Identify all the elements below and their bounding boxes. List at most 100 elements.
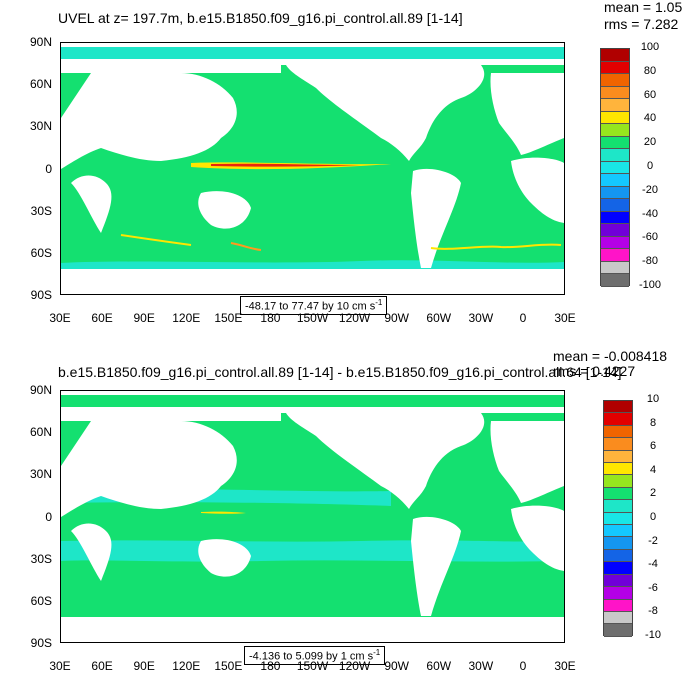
map-title: b.e15.B1850.f09_g16.pi_control.all.89 [1… [58,364,622,380]
map-plot-area [60,390,565,643]
colorbar-swatch [601,99,629,112]
africa-east-landmass [71,175,112,233]
colorbar-swatch [604,487,632,501]
africa-east-landmass [71,523,112,581]
colorbar-swatch [601,61,629,75]
colorbar-tick-label: -4 [648,558,658,571]
latitude-tick-label: 90N [29,383,52,397]
equatorial-jet-core [211,163,361,167]
colorbar-tick-label: 4 [649,463,657,476]
colorbar-swatch [601,49,629,62]
colorbar-swatch [604,599,632,612]
longitude-tick-label: 120W [338,311,371,325]
colorbar-swatch [604,512,632,526]
africa-landmass [511,505,564,571]
antarctica [61,617,564,642]
colorbar-swatch [601,124,629,137]
longitude-tick-label: 120W [338,659,371,673]
latitude-tick-label: 0 [45,509,52,524]
colorbar-swatch [604,463,632,476]
longitude-tick-label: 180 [260,311,281,325]
colorbar-swatch [604,425,632,439]
colorbar-swatch [601,86,629,100]
longitude-tick-label: 60W [426,659,452,673]
colorbar-swatch [601,111,629,125]
colorbar-swatch [604,500,632,513]
longitude-tick-label: 0 [519,659,527,673]
colorbar-swatch [601,74,629,87]
colorbar-tick-label: -100 [638,279,662,291]
acc-jet-streak [430,243,562,250]
longitude-tick-label: 30E [49,311,71,325]
rms-readout: rms = 7.282 [604,16,679,32]
longitude-tick-label: 90E [133,659,155,673]
latitude-tick-label: 60S [30,593,52,608]
longitude-tick-label: 90W [384,311,409,325]
equatorial-anomaly [201,511,246,514]
acc-jet-streak [120,234,192,246]
latitude-tick-label: 30S [30,551,52,566]
australia [198,539,251,577]
australia [198,191,251,229]
arctic-ocean [61,395,564,407]
longitude-tick-label: 90E [133,311,155,325]
colorbar-swatch [601,274,629,287]
colorbar-swatch [601,199,629,212]
longitude-tick-label: 60E [91,311,113,325]
rms-readout: rms = 0.4227 [553,363,636,379]
siberia-coast [61,65,281,73]
longitude-tick-label: 180 [260,659,281,673]
colorbar-swatch [601,236,629,250]
acc-jet-streak [230,242,262,251]
longitude-tick-label: 30W [468,659,494,673]
eurasia-landmass [61,67,237,169]
colorbar-swatch [604,438,632,451]
colorbar-swatch [601,186,629,200]
colorbar-tick-label: 60 [643,88,657,101]
map-plot-area [60,42,565,295]
latitude-tick-label: 30N [29,467,52,482]
bottom-map-panel: b.e15.B1850.f09_g16.pi_control.all.89 [1… [0,348,700,700]
contour-range-text: -48.17 to 77.47 by 10 cm s [245,300,376,313]
colorbar-swatch [604,525,632,538]
longitude-tick-label: 0 [519,311,527,325]
longitude-tick-label: 120E [172,659,201,673]
arctic-ocean [61,47,564,59]
colorbar-swatch [601,249,629,262]
latitude-tick-label: 30N [29,119,52,134]
latitude-tick-label: 0 [45,161,52,176]
colorbar-tick-label: 80 [643,64,657,77]
ocean-field-map [61,391,564,642]
europe-atlantic [490,73,564,155]
colorbar-swatch [601,149,629,162]
colorbar-swatch [604,574,632,588]
latitude-tick-label: 60S [30,245,52,260]
longitude-tick-label: 120E [172,311,201,325]
longitude-tick-label: 60E [91,659,113,673]
unit-exponent: -1 [375,298,383,307]
colorbar [600,48,630,287]
colorbar-tick-label: -20 [642,183,658,196]
colorbar-swatch [601,161,629,175]
colorbar-swatch [601,224,629,237]
longitude-tick-label: 30E [554,659,576,673]
north-america [286,413,485,509]
top-map-panel: UVEL at z= 197.7m, b.e15.B1850.f09_g16.p… [29,0,682,325]
colorbar-tick-label: 0 [649,511,657,523]
colorbar-tick-label: -10 [645,629,661,641]
latitude-tick-label: 60N [29,425,52,440]
contour-range-label: -48.17 to 77.47 by 10 cm s-1 [240,296,388,315]
colorbar-swatch [604,537,632,550]
south-america [411,516,461,616]
latitude-tick-label: 30S [30,203,52,218]
colorbar-swatch [601,211,629,225]
colorbar-swatch [604,587,632,600]
africa-landmass [511,157,564,223]
longitude-tick-label: 90W [384,659,409,673]
colorbar-tick-label: 100 [640,41,660,53]
colorbar-tick-label: -60 [642,231,658,244]
colorbar-swatch [604,611,632,625]
north-america [286,65,485,161]
colorbar-tick-label: -2 [648,534,658,547]
colorbar-swatch [604,413,632,426]
